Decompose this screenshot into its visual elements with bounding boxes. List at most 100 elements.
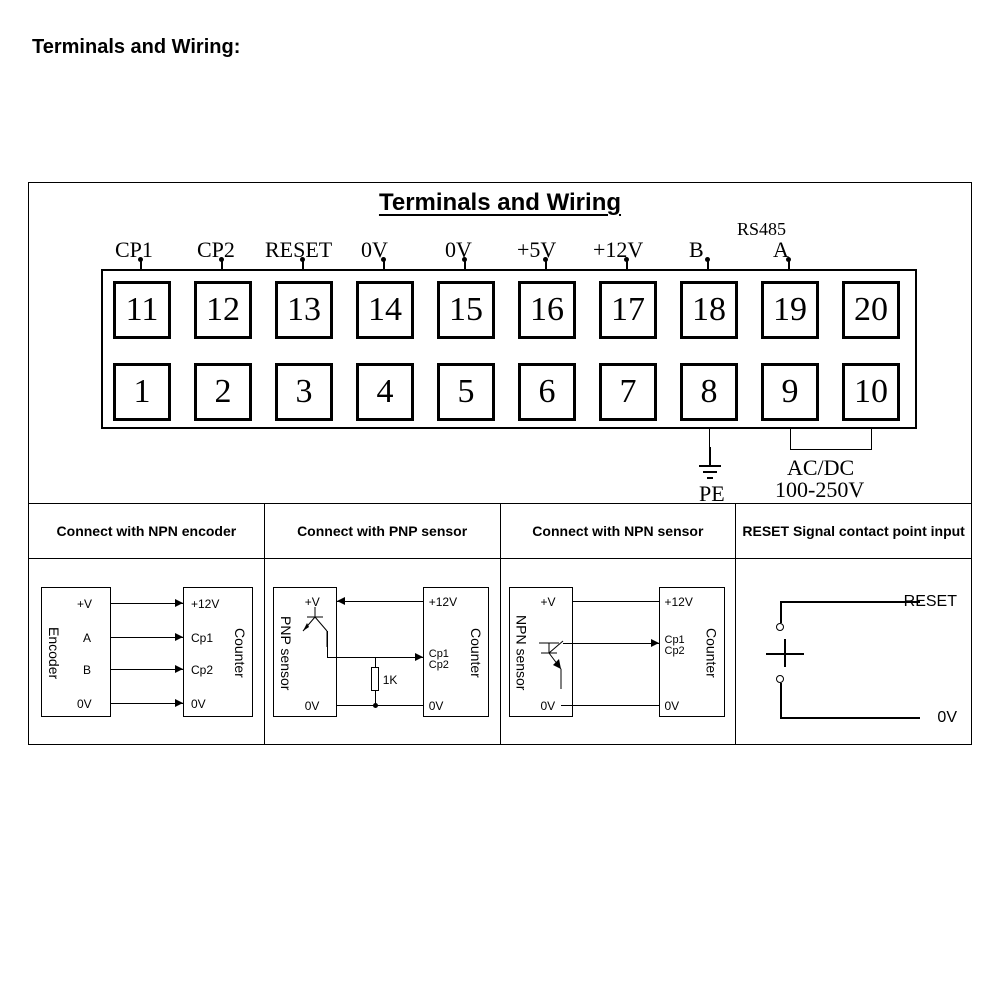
tick — [183, 599, 184, 607]
terminal-label: +12V — [593, 237, 643, 263]
terminal-8: 8 — [680, 363, 738, 421]
pin-label: +V — [77, 597, 92, 611]
terminal-label: CP1 — [115, 237, 153, 263]
wire — [563, 643, 659, 644]
pe-label: PE — [699, 481, 725, 507]
wire — [780, 601, 920, 603]
terminal-15: 15 — [437, 281, 495, 339]
resistor-icon — [371, 667, 379, 691]
terminal-17: 17 — [599, 281, 657, 339]
junction-dot — [462, 257, 467, 262]
tick — [423, 701, 424, 709]
pin-label: B — [83, 663, 91, 677]
terminal-label: B — [689, 237, 704, 263]
counter-label: Counter — [702, 614, 722, 692]
tick — [183, 665, 184, 673]
wire — [780, 683, 782, 717]
terminal-row-top: 11121314151617181920 — [113, 281, 900, 339]
terminal-11: 11 — [113, 281, 171, 339]
terminal-row-bottom: 12345678910 — [113, 363, 900, 421]
pin-label: Cp2 — [665, 646, 685, 657]
pin-label: 0V — [429, 699, 444, 713]
wire — [561, 705, 659, 706]
switch-actuator — [784, 639, 786, 667]
pin-label: 0V — [305, 699, 320, 713]
pin-label: A — [83, 631, 91, 645]
terminal-12: 12 — [194, 281, 252, 339]
transistor-icon — [531, 639, 573, 697]
tick — [659, 597, 660, 605]
pin-label: Cp2 — [191, 663, 213, 677]
wire — [111, 637, 183, 638]
junction-dot — [786, 257, 791, 262]
terminal-block: 11121314151617181920 12345678910 — [101, 269, 917, 429]
junction-dot — [373, 703, 378, 708]
diagram-title: Terminals and Wiring — [29, 183, 971, 219]
pin-label: +12V — [191, 597, 219, 611]
junction-dot — [624, 257, 629, 262]
tick — [423, 651, 424, 661]
zero-v-label: 0V — [937, 709, 957, 727]
panel-npn-sensor: NPN sensor Counter +V 0V +12V Cp1 Cp2 0V — [501, 559, 737, 744]
tick — [659, 637, 660, 647]
tick — [659, 701, 660, 709]
tick — [183, 699, 184, 707]
terminal-block-area: RS485 CP1CP2RESET0V0V+5V+12VBA 111213141… — [29, 219, 971, 503]
pin-label: 0V — [191, 697, 206, 711]
arrow-icon — [415, 653, 423, 661]
pin-label: Cp1 — [191, 631, 213, 645]
junction-dot — [219, 257, 224, 262]
pin-label: +12V — [429, 595, 457, 609]
wire — [337, 601, 423, 602]
pin-label: 0V — [77, 697, 92, 711]
pin-label: 0V — [665, 699, 680, 713]
panel-pnp-sensor: PNP sensor Counter +V 0V +12V Cp1 Cp2 0V — [265, 559, 501, 744]
terminal-label: RESET — [265, 237, 332, 263]
panel-body-row: Encoder Counter +V A B 0V +12V Cp1 Cp2 0… — [29, 558, 971, 744]
wire — [111, 603, 183, 604]
counter-label: Counter — [466, 614, 486, 692]
wire — [375, 657, 376, 667]
arrow-icon — [337, 597, 345, 605]
wire — [790, 449, 872, 450]
junction-dot — [381, 257, 386, 262]
voltage-label: 100-250V — [775, 477, 864, 503]
pin-label: Cp2 — [429, 660, 449, 671]
arrow-icon — [175, 699, 183, 707]
terminal-19: 19 — [761, 281, 819, 339]
arrow-icon — [651, 639, 659, 647]
pin-label: +12V — [665, 595, 693, 609]
panel-header-npn-sensor: Connect with NPN sensor — [501, 504, 737, 558]
terminal-6: 6 — [518, 363, 576, 421]
pnp-label: PNP sensor — [276, 608, 296, 698]
terminal-label: CP2 — [197, 237, 235, 263]
junction-dot — [705, 257, 710, 262]
panel-reset: RESET 0V — [736, 559, 971, 744]
wire — [790, 429, 791, 449]
npn-label: NPN sensor — [512, 608, 532, 698]
terminal-10: 10 — [842, 363, 900, 421]
wire — [871, 429, 872, 449]
page-title: Terminals and Wiring: — [0, 0, 1000, 59]
wire — [111, 703, 183, 704]
terminal-13: 13 — [275, 281, 333, 339]
arrow-icon — [175, 599, 183, 607]
tick — [423, 597, 424, 605]
panel-header-row: Connect with NPN encoder Connect with PN… — [29, 503, 971, 558]
terminal-1: 1 — [113, 363, 171, 421]
terminal-18: 18 — [680, 281, 738, 339]
pin-label: +V — [541, 595, 556, 609]
resistor-label: 1K — [383, 673, 398, 687]
terminal-14: 14 — [356, 281, 414, 339]
panel-header-reset: RESET Signal contact point input — [736, 504, 971, 558]
arrow-icon — [175, 665, 183, 673]
wire — [573, 601, 659, 602]
terminal-2: 2 — [194, 363, 252, 421]
terminal-4: 4 — [356, 363, 414, 421]
pin-label: 0V — [541, 699, 556, 713]
terminal-label: 0V — [445, 237, 472, 263]
terminal-5: 5 — [437, 363, 495, 421]
terminal-20: 20 — [842, 281, 900, 339]
encoder-box: Encoder — [41, 587, 111, 717]
switch-contact-icon — [776, 675, 784, 683]
